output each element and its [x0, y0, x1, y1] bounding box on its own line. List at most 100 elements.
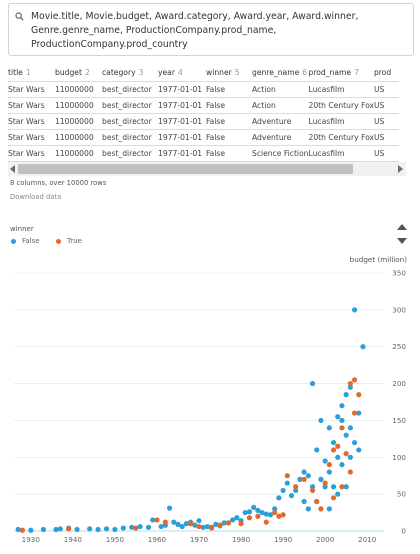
horizontal-scrollbar[interactable] — [8, 162, 406, 176]
data-point-false — [339, 403, 345, 409]
table-row[interactable]: Star Wars 11000000 best_director 1977-01-01… — [8, 129, 399, 146]
data-point-false — [326, 506, 332, 512]
table-cell: Star Wars — [8, 113, 55, 130]
table-cell: Star Wars — [8, 81, 55, 98]
y-tick-label: 150 — [392, 416, 406, 425]
legend-item-true[interactable]: True — [56, 237, 82, 245]
query-box[interactable]: Movie.title, Movie.budget, Award.categor… — [8, 3, 414, 56]
data-point-true — [330, 495, 337, 501]
table-cell: Star Wars — [8, 145, 55, 162]
data-point-false — [259, 509, 265, 516]
data-point-true — [318, 506, 324, 512]
scroll-right-icon[interactable] — [398, 165, 403, 173]
results-table: title 1 budget 2 category 3 year 4 winner 5 genre_… — [8, 64, 406, 176]
y-tick-label: 300 — [392, 305, 406, 314]
column-name: category — [102, 68, 136, 77]
scrollbar-thumb[interactable] — [18, 164, 353, 174]
column-index: 3 — [138, 68, 144, 77]
x-tick-label: 2010 — [358, 535, 377, 544]
data-point-false — [40, 526, 47, 533]
y-axis-label: budget (million) — [350, 255, 408, 264]
column-header-prod-name[interactable]: prod_name 7 — [308, 64, 374, 82]
column-header-title[interactable]: title 1 — [8, 64, 55, 82]
data-point-true — [238, 521, 244, 527]
column-name: winner — [206, 68, 232, 77]
scroll-up-icon[interactable] — [397, 224, 407, 230]
column-index: 7 — [354, 68, 359, 77]
legend-dot-false — [11, 238, 16, 244]
data-point-false — [221, 520, 227, 526]
data-point-false — [74, 526, 80, 533]
data-point-false — [129, 524, 135, 530]
table-cell: Lucasfilm — [308, 81, 374, 98]
column-header-winner[interactable]: winner 5 — [206, 64, 252, 82]
table-row[interactable]: Star Wars 11000000 best_director 1977-01-01… — [8, 145, 399, 162]
gridlines — [14, 272, 384, 532]
data-point-false — [288, 493, 295, 499]
data-point-false — [339, 462, 345, 468]
data-point-false — [246, 509, 253, 515]
data-point-false — [347, 425, 353, 431]
scroll-down-icon[interactable] — [397, 238, 407, 244]
table-cell: best_director — [102, 81, 158, 98]
data-point-true — [66, 526, 72, 532]
data-point-false — [309, 484, 316, 490]
data-point-true — [330, 447, 337, 453]
column-header-genre-name[interactable]: genre_name 6 — [252, 64, 309, 82]
query-text[interactable]: Movie.title, Movie.budget, Award.categor… — [31, 11, 359, 50]
data-point-false — [183, 521, 189, 527]
table-cell: False — [206, 129, 252, 146]
column-header-budget[interactable]: budget 2 — [55, 64, 102, 82]
data-point-true — [347, 380, 353, 387]
data-point-true — [276, 513, 282, 519]
data-point-false — [360, 344, 366, 350]
table-cell: Lucasfilm — [308, 145, 374, 162]
y-tick-label: 100 — [392, 453, 406, 462]
data-point-false — [103, 526, 110, 532]
data-point-true — [225, 520, 232, 526]
legend-item-false[interactable]: False — [11, 237, 40, 245]
table-cell: Science Fiction — [252, 145, 309, 162]
data-point-false — [322, 458, 328, 464]
data-point-false — [330, 484, 337, 490]
data-point-true — [162, 519, 168, 525]
data-point-true — [351, 410, 358, 416]
legend-label-true: True — [67, 237, 82, 245]
data-point-false — [326, 469, 332, 475]
table-row[interactable]: Star Wars 11000000 best_director 1977-01-01… — [8, 113, 399, 130]
data-point-false — [272, 506, 278, 512]
data-point-false — [251, 504, 257, 511]
scroll-left-icon[interactable] — [10, 165, 15, 173]
x-tick-label: 1960 — [148, 535, 167, 544]
data-point-false — [301, 498, 307, 505]
data-point-false — [267, 512, 274, 518]
table-cell: Lucasfilm — [308, 113, 374, 130]
column-header-prod[interactable]: prod — [373, 64, 399, 82]
column-name: title — [8, 68, 23, 77]
table-header-row: title 1 budget 2 category 3 year 4 winner 5 genre_… — [8, 64, 399, 82]
data-point-false — [120, 525, 126, 531]
table-cell: US — [373, 129, 399, 146]
data-point-true — [326, 462, 332, 468]
table-cell: False — [206, 81, 252, 98]
column-header-year[interactable]: year 4 — [158, 64, 206, 82]
x-tick-label: 1940 — [64, 535, 83, 544]
download-data-link[interactable]: Download data — [10, 193, 62, 201]
data-point-false — [343, 432, 349, 438]
data-point-false — [145, 524, 152, 530]
data-point-true — [309, 487, 316, 494]
data-point-false — [158, 523, 164, 530]
scatter-chart: budget (million) 0 50 100 150 200 250 300 350 1… — [14, 255, 408, 544]
x-tick-label: 2000 — [316, 535, 335, 544]
table-cell: 20th Century Fox — [308, 129, 374, 146]
legend-scroll-arrows[interactable] — [395, 222, 409, 248]
data-point-false — [301, 469, 307, 475]
column-header-category[interactable]: category 3 — [102, 64, 158, 82]
table-cell: 11000000 — [55, 97, 102, 114]
table-row[interactable]: Star Wars 11000000 best_director 1977-01-01… — [8, 97, 399, 114]
data-point-true — [322, 480, 328, 486]
data-point-false — [330, 439, 337, 446]
table-row[interactable]: Star Wars 11000000 best_director 1977-01-01… — [8, 81, 399, 98]
table-cell: 20th Century Fox — [308, 97, 374, 114]
table-cell: 11000000 — [55, 145, 102, 162]
